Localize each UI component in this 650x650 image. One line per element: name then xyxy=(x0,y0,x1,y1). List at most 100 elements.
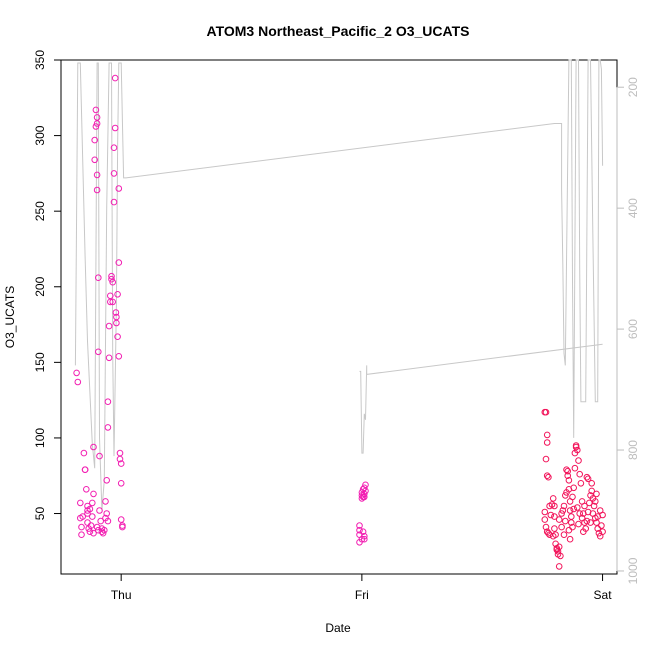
data-point xyxy=(361,484,368,492)
y-axis: 50 100 150 200 250 300 350 xyxy=(33,50,62,521)
data-point xyxy=(93,114,101,121)
data-point xyxy=(568,513,575,520)
y-tick-label: 50 xyxy=(33,507,47,521)
data-point xyxy=(74,378,82,386)
data-point xyxy=(104,424,112,431)
data-point xyxy=(583,517,591,525)
data-point xyxy=(541,516,549,523)
data-point xyxy=(549,495,557,502)
data-point xyxy=(580,528,587,536)
data-point xyxy=(77,499,84,507)
data-point xyxy=(108,275,115,283)
data-point xyxy=(95,348,102,356)
data-point xyxy=(595,529,603,537)
data-point xyxy=(89,513,96,520)
data-point xyxy=(584,475,592,483)
data-point xyxy=(577,480,585,487)
data-point xyxy=(570,484,578,492)
data-point xyxy=(564,472,572,480)
pressure-line-0 xyxy=(74,59,604,511)
data-point xyxy=(543,439,551,446)
chart-title: ATOM3 Northeast_Pacific_2 O3_UCATS xyxy=(207,23,470,39)
data-point xyxy=(110,144,118,151)
data-point xyxy=(547,511,555,519)
right-tick-label: 800 xyxy=(626,440,640,460)
data-point xyxy=(563,466,570,474)
data-point xyxy=(575,457,582,464)
data-point xyxy=(109,278,116,286)
right-tick-label: 600 xyxy=(626,319,640,339)
right-tick-label: 1000 xyxy=(626,557,640,584)
data-point xyxy=(555,563,563,570)
data-point xyxy=(117,480,125,487)
data-point xyxy=(107,292,114,300)
data-point xyxy=(91,136,98,144)
data-point xyxy=(551,502,558,510)
data-point xyxy=(99,529,107,537)
data-point xyxy=(569,493,576,501)
data-point xyxy=(107,298,114,306)
right-tick-label: 200 xyxy=(626,77,640,97)
data-point xyxy=(356,522,363,529)
data-point xyxy=(592,498,599,505)
data-point xyxy=(111,124,119,132)
data-point xyxy=(545,473,552,481)
data-point xyxy=(105,322,113,330)
pressure-lines xyxy=(74,59,604,511)
data-point xyxy=(565,526,573,534)
data-point xyxy=(361,493,368,501)
data-point xyxy=(571,464,579,472)
data-point xyxy=(105,354,113,362)
data-point xyxy=(574,504,581,511)
data-point xyxy=(79,513,86,520)
data-point xyxy=(587,519,594,526)
data-point xyxy=(95,526,102,534)
y-tick-label: 250 xyxy=(33,201,47,221)
data-point xyxy=(104,398,112,406)
data-point xyxy=(117,460,125,467)
data-point xyxy=(93,186,101,194)
data-point xyxy=(96,452,103,460)
data-point xyxy=(551,525,558,532)
data-point xyxy=(91,156,98,164)
data-point xyxy=(578,514,586,522)
data-point xyxy=(598,522,605,529)
data-point xyxy=(80,449,88,457)
data-point xyxy=(73,369,80,377)
data-point xyxy=(110,198,118,206)
y-tick-label: 300 xyxy=(33,125,47,145)
data-point xyxy=(541,508,549,516)
data-point xyxy=(542,455,550,463)
data-point xyxy=(92,123,100,130)
data-point xyxy=(546,502,553,510)
data-point xyxy=(566,507,574,514)
data-point xyxy=(78,531,85,539)
data-point xyxy=(586,499,593,507)
data-point xyxy=(114,291,121,298)
data-point xyxy=(89,499,96,507)
data-point xyxy=(560,502,568,510)
y-tick-label: 350 xyxy=(33,50,47,70)
data-point xyxy=(111,74,119,82)
data-point xyxy=(361,532,368,540)
data-point xyxy=(558,510,565,517)
data-point xyxy=(568,519,575,526)
data-point xyxy=(97,517,104,525)
data-point xyxy=(110,170,118,177)
x-axis-label: Date xyxy=(325,621,351,635)
data-point xyxy=(359,528,367,536)
data-point xyxy=(114,333,121,341)
data-point xyxy=(95,274,102,282)
data-point xyxy=(93,171,101,179)
data-point xyxy=(552,531,559,539)
data-point xyxy=(361,535,368,543)
data-point xyxy=(84,519,91,526)
data-point xyxy=(116,449,124,457)
data-point xyxy=(90,490,97,498)
data-point xyxy=(103,510,110,517)
data-point xyxy=(572,442,580,449)
data-point xyxy=(81,466,89,474)
data-point xyxy=(560,531,568,539)
data-point xyxy=(104,517,112,525)
